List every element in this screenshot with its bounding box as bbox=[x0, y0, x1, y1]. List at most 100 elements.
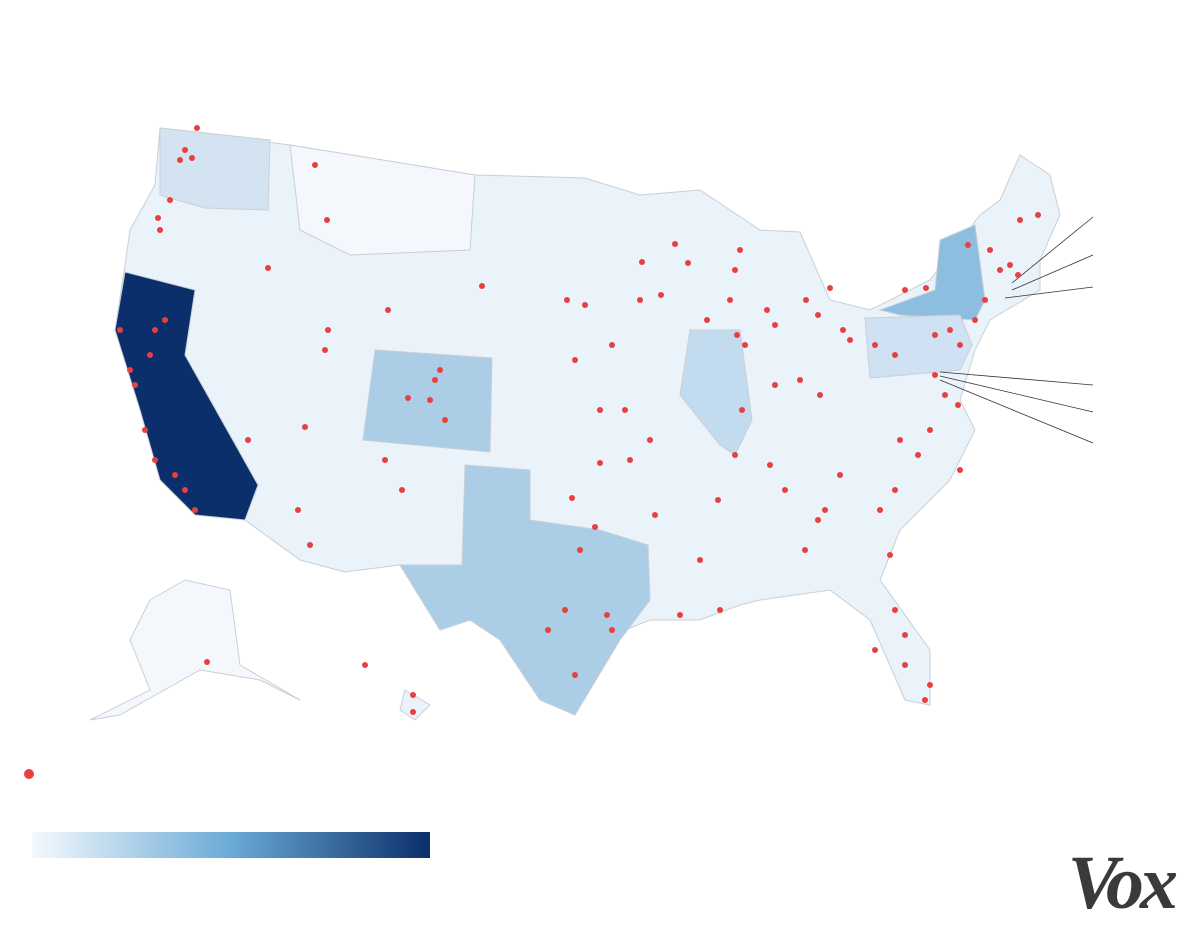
location-dot bbox=[923, 285, 929, 291]
location-dot bbox=[897, 437, 903, 443]
location-dot bbox=[265, 265, 271, 271]
us-states bbox=[114, 127, 1061, 716]
location-dot bbox=[609, 342, 615, 348]
location-dot bbox=[767, 462, 773, 468]
location-dot bbox=[827, 285, 833, 291]
location-dot bbox=[639, 259, 645, 265]
location-dot bbox=[955, 402, 961, 408]
location-dot bbox=[715, 497, 721, 503]
location-dot bbox=[427, 397, 433, 403]
location-dot bbox=[817, 392, 823, 398]
location-dot bbox=[132, 382, 138, 388]
location-dot bbox=[577, 547, 583, 553]
location-dot bbox=[647, 437, 653, 443]
alaska bbox=[89, 579, 301, 721]
location-dot bbox=[652, 512, 658, 518]
location-dot bbox=[742, 342, 748, 348]
location-dot bbox=[410, 692, 416, 698]
location-dot bbox=[1007, 262, 1013, 268]
location-dot bbox=[569, 495, 575, 501]
location-dot bbox=[815, 517, 821, 523]
location-dot bbox=[432, 377, 438, 383]
location-dot bbox=[892, 487, 898, 493]
location-dot bbox=[322, 347, 328, 353]
location-dot bbox=[162, 317, 168, 323]
location-dot bbox=[192, 507, 198, 513]
location-dot bbox=[815, 312, 821, 318]
location-dot bbox=[872, 342, 878, 348]
location-dot bbox=[734, 332, 740, 338]
logo: Vox bbox=[1067, 841, 1178, 925]
location-dot bbox=[902, 632, 908, 638]
location-dot bbox=[782, 487, 788, 493]
location-dot bbox=[177, 157, 183, 163]
leader-line bbox=[1011, 254, 1094, 291]
location-dot bbox=[803, 297, 809, 303]
location-dot bbox=[892, 352, 898, 358]
location-dot bbox=[572, 357, 578, 363]
location-dot bbox=[152, 327, 158, 333]
location-dot bbox=[189, 155, 195, 161]
location-dot bbox=[932, 372, 938, 378]
leader-line bbox=[939, 379, 1094, 444]
location-dot bbox=[957, 342, 963, 348]
location-dot bbox=[732, 267, 738, 273]
location-dot bbox=[182, 487, 188, 493]
location-dot bbox=[295, 507, 301, 513]
location-dot bbox=[915, 452, 921, 458]
location-dot bbox=[732, 452, 738, 458]
location-dot bbox=[739, 407, 745, 413]
location-dot bbox=[182, 147, 188, 153]
location-dot bbox=[902, 662, 908, 668]
leader-line bbox=[1004, 286, 1094, 299]
location-dot bbox=[442, 417, 448, 423]
location-dot bbox=[609, 627, 615, 633]
location-dot bbox=[152, 457, 158, 463]
location-dot bbox=[772, 322, 778, 328]
location-dot bbox=[362, 662, 368, 668]
color-scale bbox=[32, 832, 430, 858]
location-dot bbox=[562, 607, 568, 613]
location-dot bbox=[564, 297, 570, 303]
location-dot bbox=[822, 507, 828, 513]
hawaii bbox=[399, 689, 431, 721]
location-dot bbox=[627, 457, 633, 463]
location-dot bbox=[410, 709, 416, 715]
location-dot bbox=[245, 437, 251, 443]
montana bbox=[289, 144, 476, 256]
location-dot bbox=[622, 407, 628, 413]
location-dot bbox=[597, 407, 603, 413]
location-dot bbox=[942, 392, 948, 398]
location-dot bbox=[922, 697, 928, 703]
location-dot bbox=[479, 283, 485, 289]
location-dot bbox=[837, 472, 843, 478]
location-dot bbox=[887, 552, 893, 558]
legend-dot bbox=[24, 769, 34, 779]
location-dot bbox=[797, 377, 803, 383]
location-dot bbox=[385, 307, 391, 313]
location-dot bbox=[155, 215, 161, 221]
leader-line bbox=[1011, 216, 1094, 284]
location-dot bbox=[737, 247, 743, 253]
location-dot bbox=[717, 607, 723, 613]
location-dot bbox=[727, 297, 733, 303]
location-dot bbox=[405, 395, 411, 401]
location-dot bbox=[802, 547, 808, 553]
texas bbox=[399, 464, 651, 716]
location-dot bbox=[572, 672, 578, 678]
location-dot bbox=[677, 612, 683, 618]
location-dot bbox=[957, 467, 963, 473]
location-dot bbox=[840, 327, 846, 333]
location-dot bbox=[982, 297, 988, 303]
leader-line bbox=[939, 371, 1094, 386]
location-dot bbox=[932, 332, 938, 338]
location-dot bbox=[972, 317, 978, 323]
location-dot bbox=[1015, 272, 1021, 278]
location-dot bbox=[772, 382, 778, 388]
location-dot bbox=[437, 367, 443, 373]
location-dot bbox=[697, 557, 703, 563]
location-dot bbox=[157, 227, 163, 233]
location-dot bbox=[545, 627, 551, 633]
